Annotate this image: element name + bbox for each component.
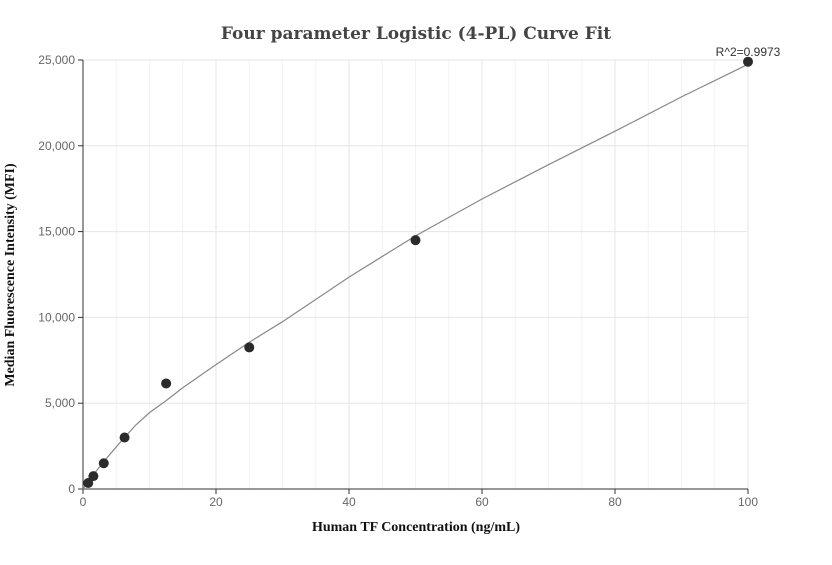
axes: [82, 60, 748, 490]
data-point: [743, 56, 753, 67]
x-tick-label: 80: [608, 495, 622, 509]
x-tick-label: 0: [80, 495, 87, 509]
y-tick-label: 15,000: [38, 225, 75, 239]
y-axis-title: Median Fluorescence Intensity (MFI): [3, 163, 18, 387]
chart-title: Four parameter Logistic (4-PL) Curve Fit: [221, 24, 611, 44]
x-axis-title: Human TF Concentration (ng/mL): [312, 520, 520, 535]
fit-curve-line: [82, 63, 749, 490]
x-tick-label: 20: [209, 495, 223, 509]
y-tick-label: 25,000: [38, 53, 75, 67]
data-point: [161, 378, 172, 389]
data-points: [83, 56, 753, 488]
y-tick-label: 0: [68, 482, 75, 496]
r-squared-annotation: R^2=0.9973: [716, 45, 781, 59]
x-tick-label: 100: [738, 495, 758, 509]
data-point: [410, 235, 421, 246]
data-point: [83, 477, 94, 488]
y-tick-label: 10,000: [38, 310, 75, 324]
tick-labels: 0 20 40 60 80 100 0 5,000 10,000 15,000 20,000 25,0…: [38, 53, 758, 509]
y-tick-label: 5,000: [45, 396, 75, 410]
data-point: [244, 342, 255, 353]
data-point: [119, 432, 130, 443]
y-tick-label: 20,000: [38, 139, 75, 153]
x-tick-label: 40: [342, 495, 356, 509]
minor-gridlines: [115, 60, 716, 489]
x-tick-label: 60: [475, 495, 489, 509]
data-point: [88, 471, 99, 482]
data-point: [98, 458, 109, 469]
